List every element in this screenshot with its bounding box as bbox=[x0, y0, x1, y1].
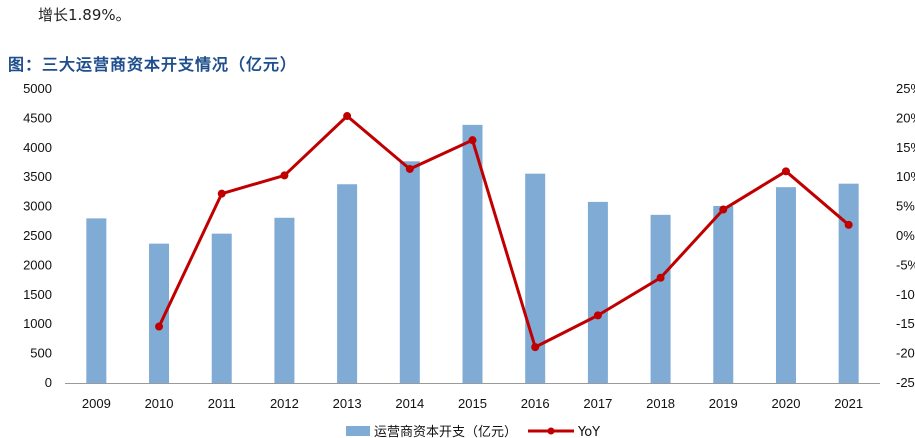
yoy-line bbox=[157, 114, 850, 349]
x-tick-label: 2019 bbox=[709, 396, 738, 411]
right-tick-label: 25% bbox=[896, 81, 915, 96]
left-tick-label: 4500 bbox=[23, 110, 52, 125]
x-tick-label: 2012 bbox=[270, 396, 299, 411]
yoy-point bbox=[468, 136, 477, 145]
legend-line-label: YoY bbox=[577, 425, 600, 438]
x-tick-label: 2010 bbox=[145, 396, 174, 411]
yoy-point bbox=[844, 220, 853, 229]
x-tick-label: 2013 bbox=[333, 396, 362, 411]
yoy-point bbox=[280, 171, 289, 180]
left-tick-label: 3000 bbox=[23, 199, 52, 214]
bar bbox=[337, 184, 358, 383]
bar bbox=[650, 214, 671, 383]
yoy-point bbox=[155, 322, 164, 331]
yoy-line-series bbox=[155, 112, 853, 352]
bar bbox=[838, 183, 859, 383]
figure-title: 图：三大运营商资本开支情况（亿元） bbox=[8, 55, 298, 74]
x-tick-label: 2020 bbox=[772, 396, 801, 411]
x-tick-label: 2009 bbox=[82, 396, 111, 411]
x-tick-label: 2021 bbox=[834, 396, 863, 411]
left-tick-label: 2000 bbox=[23, 257, 52, 272]
bar bbox=[713, 206, 734, 383]
x-tick-label: 2011 bbox=[208, 396, 236, 411]
bar bbox=[399, 161, 420, 383]
right-tick-label: -20% bbox=[896, 346, 915, 361]
yoy-point bbox=[217, 189, 226, 198]
yoy-point bbox=[343, 112, 352, 121]
legend: 运营商资本开支（亿元） YoY bbox=[346, 425, 600, 438]
left-tick-label: 2500 bbox=[23, 228, 52, 243]
left-tick-label: 3500 bbox=[23, 169, 52, 184]
yoy-point bbox=[405, 164, 414, 173]
left-tick-label: 1000 bbox=[23, 316, 52, 331]
bar bbox=[525, 173, 546, 383]
bar bbox=[274, 217, 295, 383]
bar bbox=[587, 201, 608, 383]
right-tick-label: 5% bbox=[896, 199, 915, 214]
bar bbox=[86, 218, 107, 383]
right-tick-label: 0% bbox=[896, 228, 915, 243]
x-tick-label: 2018 bbox=[646, 396, 675, 411]
intro-text: 增长1.89%。 bbox=[38, 6, 131, 24]
right-tick-label: 20% bbox=[896, 110, 915, 125]
yoy-point bbox=[593, 311, 602, 320]
yoy-point bbox=[781, 167, 790, 176]
bar bbox=[775, 187, 796, 383]
legend-bar-swatch bbox=[346, 426, 370, 436]
right-axis-ticks: -25% -20% -15% -10% -5% 0% 5% 10% 15% 20% 25% bbox=[896, 81, 915, 390]
left-tick-label: 0 bbox=[45, 375, 52, 390]
x-tick-label: 2017 bbox=[583, 396, 612, 411]
left-tick-label: 500 bbox=[30, 346, 52, 361]
right-tick-label: 15% bbox=[896, 140, 915, 155]
bar bbox=[149, 243, 170, 383]
bar bbox=[211, 233, 232, 383]
bar-series bbox=[86, 124, 859, 384]
left-axis-ticks: 0 500 1000 1500 2000 2500 3000 3500 4000 4500 5000 bbox=[23, 81, 52, 390]
bar bbox=[462, 124, 483, 384]
legend-bar-label: 运营商资本开支（亿元） bbox=[374, 425, 517, 438]
right-tick-label: 10% bbox=[896, 169, 915, 184]
yoy-point bbox=[656, 273, 665, 282]
x-tick-label: 2014 bbox=[395, 396, 424, 411]
x-axis-ticks: 2009 2010 2011 2012 2013 2014 2015 2016 2017 2018… bbox=[82, 396, 863, 411]
x-tick-label: 2015 bbox=[458, 396, 487, 411]
left-tick-label: 4000 bbox=[23, 140, 52, 155]
legend-line-marker bbox=[547, 427, 555, 435]
yoy-point bbox=[719, 205, 728, 214]
yoy-point bbox=[531, 343, 540, 352]
x-tick-label: 2016 bbox=[521, 396, 550, 411]
left-tick-label: 1500 bbox=[23, 287, 52, 302]
right-tick-label: -25% bbox=[896, 375, 915, 390]
right-tick-label: -5% bbox=[896, 257, 915, 272]
left-tick-label: 5000 bbox=[23, 81, 52, 96]
right-tick-label: -10% bbox=[896, 287, 915, 302]
right-tick-label: -15% bbox=[896, 316, 915, 331]
